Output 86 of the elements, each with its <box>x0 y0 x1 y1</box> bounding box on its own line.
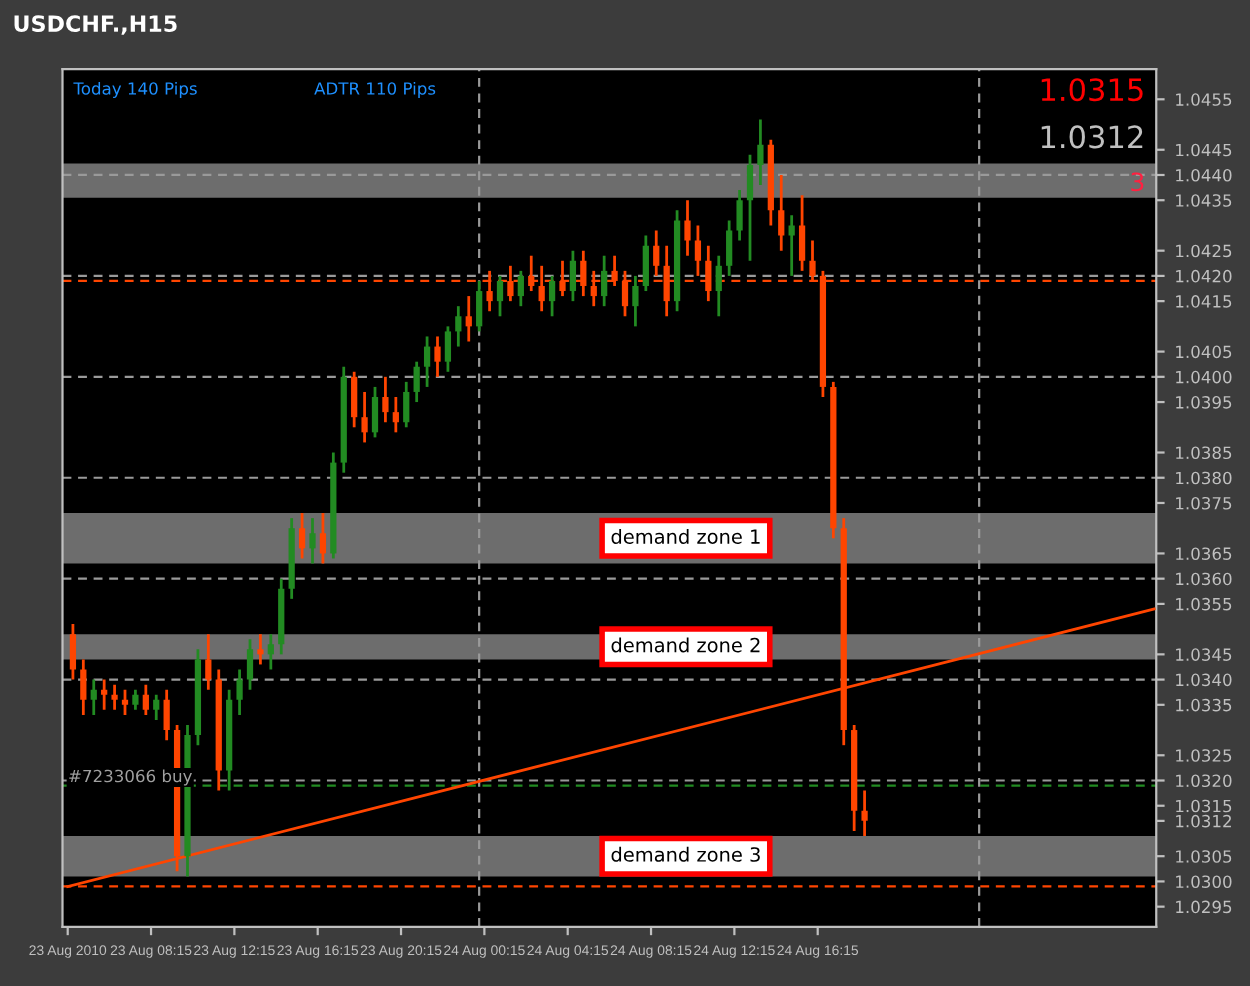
y-tick-label: 1.0400 <box>1176 370 1232 384</box>
y-tick-label: 1.0425 <box>1176 244 1232 258</box>
y-tick-label: 1.0365 <box>1176 547 1232 561</box>
y-tick-label: 1.0315 <box>1176 799 1232 813</box>
y-tick-label: 1.0445 <box>1176 143 1232 157</box>
candlestick <box>413 360 420 404</box>
y-tick-label: 1.0375 <box>1176 496 1232 510</box>
y-tick-label: 1.0420 <box>1176 269 1232 283</box>
y-tick-label: 1.0380 <box>1176 471 1232 485</box>
y-tick-label: 1.0340 <box>1176 673 1232 687</box>
candlestick <box>319 511 327 565</box>
candlestick <box>361 390 368 444</box>
annotation: 1.0315 <box>1041 78 1143 102</box>
candlestick <box>746 153 754 263</box>
candlestick <box>309 516 316 565</box>
candlestick <box>163 688 170 742</box>
y-tick-label: 1.0415 <box>1176 295 1232 308</box>
y-tick-label: 1.0455 <box>1176 93 1232 106</box>
candlestick <box>642 234 649 293</box>
candlestick <box>798 193 806 273</box>
chart-title: USDCHF.,H15 <box>14 15 177 35</box>
y-tick-label: 1.0385 <box>1176 446 1232 460</box>
candlestick <box>257 632 264 666</box>
candlestick <box>444 324 452 374</box>
y-tick-label: 1.0335 <box>1176 698 1232 712</box>
y-tick-label: 1.0395 <box>1176 396 1232 409</box>
candlestick <box>632 274 639 328</box>
y-tick-label: 1.0320 <box>1176 774 1232 788</box>
annotation: 1.0312 <box>1041 125 1143 149</box>
y-tick-label: 1.0312 <box>1176 814 1231 828</box>
candlestick <box>153 693 160 722</box>
candlestick <box>715 254 722 318</box>
band-label: demand zone 3 <box>611 846 760 862</box>
candlestick <box>788 213 795 278</box>
y-tick-label: 1.0360 <box>1176 572 1232 586</box>
y-tick-label: 1.0405 <box>1176 345 1232 359</box>
candlestick <box>465 294 472 343</box>
candlestick <box>736 188 743 242</box>
candlestick <box>236 668 243 717</box>
candlestick <box>496 274 504 318</box>
annotation: ADTR 110 Pips <box>314 81 436 99</box>
candlestick <box>569 249 577 303</box>
candlestick <box>267 632 274 671</box>
candlestick <box>351 370 358 429</box>
candlestick <box>548 274 556 318</box>
ref-line-label: #7233066 buy <box>69 769 192 786</box>
candlestick <box>80 658 87 717</box>
candlestick <box>861 789 868 838</box>
candlestick <box>205 632 212 692</box>
candlestick <box>403 380 410 429</box>
candlestick <box>90 678 97 717</box>
candlestick <box>726 219 733 278</box>
annotation: 3 <box>1131 172 1144 192</box>
candlestick <box>684 198 691 258</box>
y-tick-label: 1.0305 <box>1176 850 1232 863</box>
candlestick <box>423 335 431 389</box>
candlestick <box>69 622 77 681</box>
y-tick-label: 1.0300 <box>1176 875 1232 888</box>
candlestick <box>455 304 462 348</box>
candlestick <box>476 279 483 333</box>
candlestick <box>757 118 764 187</box>
annotation: Today 140 Pips <box>73 81 197 99</box>
y-tick-label: 1.0440 <box>1176 168 1232 182</box>
candlestick <box>111 683 118 712</box>
candlestick <box>132 688 139 712</box>
y-tick-label: 1.0345 <box>1176 648 1232 661</box>
candlestick <box>371 385 379 439</box>
candlestick <box>382 375 389 424</box>
candlestick <box>392 395 399 434</box>
candlestick <box>434 335 441 379</box>
candlestick <box>142 683 149 717</box>
band-label: demand zone 2 <box>611 637 760 653</box>
y-tick-label: 1.0355 <box>1176 597 1232 611</box>
y-tick-label: 1.0295 <box>1176 900 1232 914</box>
candlestick <box>121 688 129 717</box>
band-label: demand zone 1 <box>611 528 760 544</box>
candlestick <box>101 678 108 712</box>
candlestick <box>601 254 608 308</box>
candlestick <box>653 229 660 278</box>
candlestick <box>246 637 254 692</box>
candlestick <box>778 173 785 253</box>
candlestick <box>517 269 524 308</box>
y-tick-label: 1.0435 <box>1176 194 1232 207</box>
candlestick <box>694 224 702 278</box>
candlestick <box>298 511 306 560</box>
y-tick-label: 1.0325 <box>1176 749 1232 762</box>
